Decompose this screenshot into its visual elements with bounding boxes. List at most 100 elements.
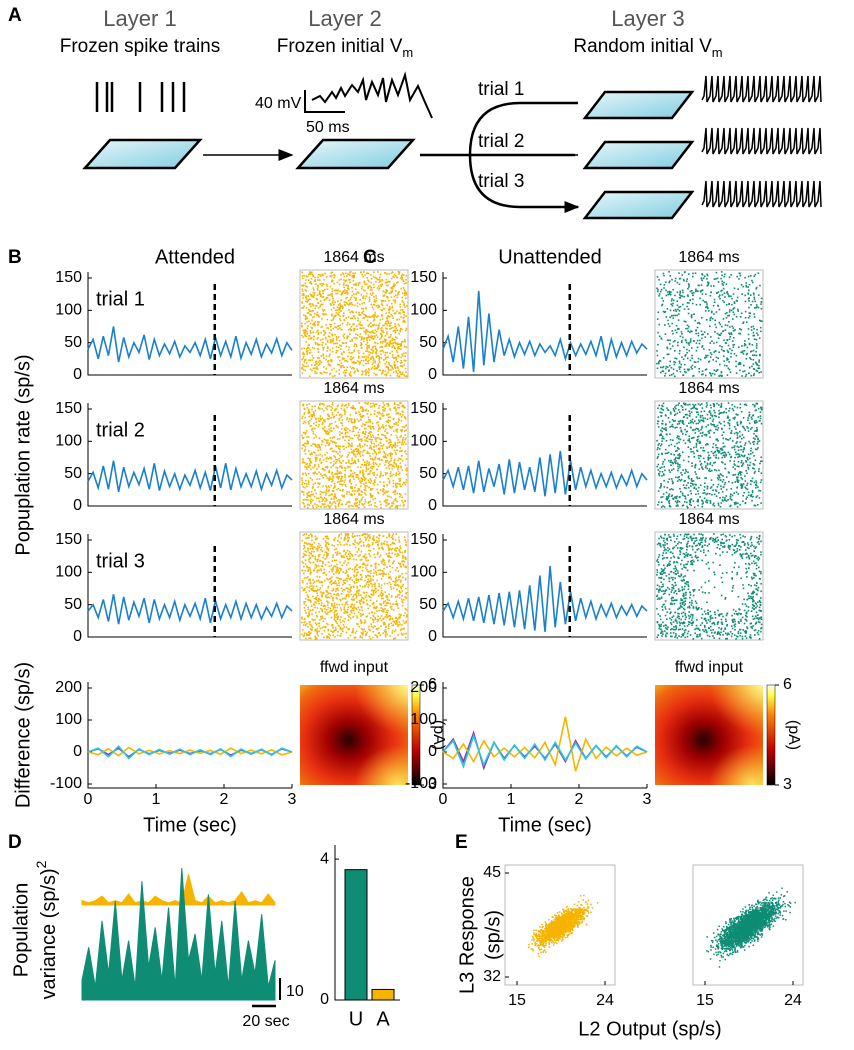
raster-dot [303, 358, 305, 360]
raster-dot [363, 314, 365, 316]
scatter-dot [569, 919, 571, 921]
scatter-dot [730, 939, 732, 941]
scatter-dot [730, 920, 732, 922]
scatter-dot [566, 906, 568, 908]
variance-trace [82, 874, 275, 905]
scatter-dot [734, 933, 736, 935]
panel-a: A Layer 1 Frozen spike trains Layer 2 Fr… [8, 5, 821, 218]
scatter-dot [723, 953, 725, 955]
raster-dot [371, 335, 373, 337]
raster-dot [323, 358, 325, 360]
scatter-dot [730, 922, 732, 924]
raster-dot [348, 316, 350, 318]
y-tick-label: 4 [320, 850, 329, 867]
scatter-dot [557, 919, 559, 921]
scatter-dot [743, 919, 745, 921]
scatter-dot [718, 933, 720, 935]
raster-dot [304, 323, 306, 325]
scatter-dot [577, 905, 579, 907]
panel-label: E [455, 832, 468, 853]
scatter-dot [767, 914, 769, 916]
scatter-dot [727, 943, 729, 945]
raster-dot [317, 279, 319, 281]
scatter-dot [726, 928, 728, 930]
raster-dot [308, 338, 310, 340]
scatter-dot [750, 924, 752, 926]
raster-dot [338, 347, 340, 349]
raster-dot [327, 340, 329, 342]
scatter-dot [719, 939, 721, 941]
raster-dot [383, 359, 385, 361]
raster-dot [305, 285, 307, 287]
raster-dot [400, 373, 402, 375]
scatter-dot [727, 945, 729, 947]
scatter-dot [768, 908, 770, 910]
scatter-dot [737, 943, 739, 945]
scatter-dot [551, 927, 553, 929]
scatter-dot [548, 928, 550, 930]
scatter-dot [744, 945, 746, 947]
raster-dot [405, 297, 407, 299]
raster-dot [368, 324, 370, 326]
raster-dot [310, 314, 312, 316]
raster-dot [405, 279, 407, 281]
raster-dot [343, 358, 345, 360]
scatter-dot [747, 927, 749, 929]
scatter-dot [563, 931, 565, 933]
scatter-dot [552, 930, 554, 932]
scatter-dot [750, 935, 752, 937]
scatter-dot [584, 910, 586, 912]
raster-dot [375, 346, 377, 348]
scatter-dot [721, 937, 723, 939]
raster-dot [321, 283, 323, 285]
raster-dot [340, 311, 342, 313]
layer-sheet [585, 142, 692, 168]
raster-dot [354, 372, 356, 374]
scatter-dot [539, 926, 541, 928]
raster-dot [337, 329, 339, 331]
scatter-dot [745, 906, 747, 908]
scatter-dot [587, 903, 589, 905]
scatter-dot [570, 923, 572, 925]
scatter-dot [714, 937, 716, 939]
raster-dot [389, 306, 391, 308]
raster-dot [348, 309, 350, 311]
raster-dot [388, 273, 390, 275]
scatter-dot [744, 942, 746, 944]
scatter-dot [582, 921, 584, 923]
raster-dot [303, 293, 305, 295]
scatter-dot [727, 939, 729, 941]
panel-title: Attended [155, 246, 235, 268]
raster-dot [335, 343, 337, 345]
subscript: m [712, 45, 723, 60]
raster-dot [334, 301, 336, 303]
scatter-dot [740, 911, 742, 913]
scatter-dot [576, 910, 578, 912]
scatter-dot [750, 942, 752, 944]
raster-dot [392, 354, 394, 356]
scatter-dot [716, 954, 718, 956]
scatter-dot [578, 914, 580, 916]
raster-dot [388, 337, 390, 339]
scatter-dot [781, 894, 783, 896]
raster-dot [395, 370, 397, 372]
raster-dot [326, 276, 328, 278]
scatter-dot [576, 912, 578, 914]
raster-dot [309, 335, 311, 337]
raster-dot [350, 356, 352, 358]
scatter-dot [712, 947, 714, 949]
scatter-dot [738, 937, 740, 939]
scatter-dot [753, 938, 755, 940]
scatter-dot [789, 912, 791, 914]
raster-dot [376, 350, 378, 352]
layer-sheet [585, 92, 692, 118]
scatter-dot [766, 909, 768, 911]
scatter-dot [734, 919, 736, 921]
scatter-dot [722, 930, 724, 932]
scatter-dot [726, 926, 728, 928]
scatter-dot [753, 916, 755, 918]
scatter-dot [552, 934, 554, 936]
layer-subtitle: Frozen initial Vm [277, 36, 414, 60]
scatter-dot [762, 925, 764, 927]
raster-dot [351, 326, 353, 328]
